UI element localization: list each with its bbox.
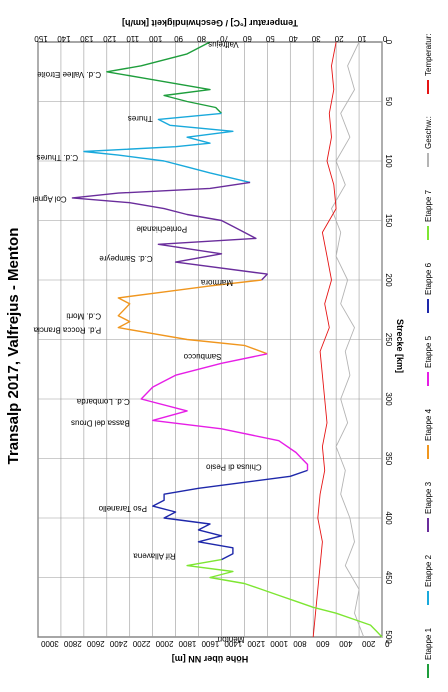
y-tick-label: 800 bbox=[293, 639, 307, 648]
legend-label: Etappe 3 bbox=[424, 481, 433, 514]
place-label: Pontechianale bbox=[136, 224, 187, 233]
place-label: P.d. Rocca Brancia bbox=[33, 326, 101, 335]
y-tick-label: 1600 bbox=[201, 639, 219, 648]
y-tick-label: 600 bbox=[316, 639, 330, 648]
x-tick-label: 250 bbox=[384, 333, 393, 347]
chart-title: Transalp 2017, Valfrejus - Menton bbox=[5, 228, 22, 465]
y-tick-label: 400 bbox=[339, 639, 353, 648]
y2-tick-label: 50 bbox=[265, 34, 274, 43]
annotations: Valfrejus C.d. Vallee Etroite Thures C.d. T… bbox=[32, 40, 261, 644]
place-label: Pso Taranello bbox=[98, 504, 147, 513]
x-tick-label: 450 bbox=[384, 571, 393, 585]
tick-labels: 0200400600800100012001400160018002000220… bbox=[34, 34, 393, 648]
place-label: Col Agnel bbox=[32, 195, 66, 204]
series-line-4 bbox=[117, 279, 268, 355]
place-label: C.d. Lombarda bbox=[76, 397, 129, 406]
place-label: Valfrejus bbox=[208, 40, 239, 49]
y2-tick-label: 100 bbox=[148, 34, 162, 43]
y2-tick-label: 0 bbox=[382, 34, 387, 43]
x-tick-label: 100 bbox=[384, 154, 393, 168]
series-line-8 bbox=[331, 41, 365, 638]
legend-label: Etappe 2 bbox=[424, 554, 433, 587]
legend-label: Etappe 1 bbox=[424, 627, 433, 660]
y-tick-label: 1400 bbox=[224, 639, 242, 648]
y2-tick-label: 130 bbox=[80, 34, 94, 43]
x-tick-label: 300 bbox=[384, 392, 393, 406]
legend-label: Etappe 6 bbox=[424, 262, 433, 295]
y2-tick-label: 150 bbox=[34, 34, 48, 43]
place-label: C.d. Morti bbox=[66, 311, 101, 320]
y-tick-label: 2400 bbox=[109, 639, 127, 648]
legend-label: Etappe 7 bbox=[424, 189, 433, 222]
legend-label: Etappe 5 bbox=[424, 335, 433, 368]
legend-label: Geschw.: bbox=[424, 116, 433, 149]
y2-tick-label: 70 bbox=[219, 34, 228, 43]
y2-tick-label: 20 bbox=[334, 34, 343, 43]
place-label: C.d. Sampeyre bbox=[99, 254, 153, 263]
y-tick-label: 1000 bbox=[270, 639, 288, 648]
y2-tick-label: 90 bbox=[174, 34, 183, 43]
y2-tick-label: 80 bbox=[197, 34, 206, 43]
series-line-5 bbox=[140, 353, 309, 471]
place-label: Bassa del Drous bbox=[71, 418, 130, 427]
place-label: Chiusa di Pesio bbox=[205, 462, 261, 471]
y-tick-label: 1200 bbox=[247, 639, 265, 648]
series-line-9 bbox=[312, 41, 337, 638]
y2-tick-label: 60 bbox=[242, 34, 251, 43]
series-line-3 bbox=[71, 181, 268, 281]
series-line-2 bbox=[83, 112, 251, 184]
x-tick-label: 150 bbox=[384, 214, 393, 228]
place-label: Menton bbox=[218, 635, 245, 644]
x-tick-label: 400 bbox=[384, 511, 393, 525]
series-lines bbox=[71, 41, 383, 638]
place-label: Sambucco bbox=[183, 352, 221, 361]
y2-axis-label: Temperatur [°C] / Geschwindigkeit [km/h] bbox=[122, 18, 298, 28]
y2-tick-label: 40 bbox=[288, 34, 297, 43]
y-tick-label: 2000 bbox=[155, 639, 173, 648]
y-tick-label: 200 bbox=[362, 639, 376, 648]
legend-label: Temperatur: bbox=[424, 33, 433, 76]
y2-tick-label: 30 bbox=[311, 34, 320, 43]
y2-tick-label: 110 bbox=[126, 34, 139, 43]
series-line-7 bbox=[186, 558, 383, 638]
y-tick-label: 1800 bbox=[178, 639, 196, 648]
place-label: Rif Allavena bbox=[133, 552, 176, 561]
y-tick-label: 2800 bbox=[63, 639, 81, 648]
y2-tick-label: 140 bbox=[57, 34, 71, 43]
y-tick-label: 2200 bbox=[132, 639, 150, 648]
y-tick-label: 3000 bbox=[40, 639, 58, 648]
grid bbox=[37, 41, 383, 638]
y2-tick-label: 10 bbox=[357, 34, 366, 43]
y2-tick-label: 120 bbox=[103, 34, 117, 43]
series-line-1 bbox=[106, 41, 222, 114]
place-label: Marmora bbox=[200, 278, 233, 287]
legend: Etappe 1 Etappe 2 Etappe 3 Etappe 4 Etappe 5… bbox=[424, 33, 433, 678]
legend-label: Etappe 4 bbox=[424, 408, 433, 441]
x-axis-label: Strecke [km] bbox=[395, 319, 405, 373]
x-tick-label: 500 bbox=[384, 630, 393, 644]
y-tick-label: 2600 bbox=[86, 639, 104, 648]
x-tick-label: 0 bbox=[384, 40, 393, 45]
place-label: C.d. Vallee Etroite bbox=[37, 70, 101, 79]
x-tick-label: 50 bbox=[384, 97, 393, 106]
x-tick-label: 350 bbox=[384, 452, 393, 466]
place-label: C.d. Thures bbox=[36, 153, 78, 162]
x-tick-label: 200 bbox=[384, 273, 393, 287]
series-line-6 bbox=[151, 469, 308, 561]
y-axis-label: Höhe über NN [m] bbox=[172, 654, 249, 664]
y-tick-label: 0 bbox=[384, 639, 389, 648]
place-label: Thures bbox=[128, 114, 153, 123]
